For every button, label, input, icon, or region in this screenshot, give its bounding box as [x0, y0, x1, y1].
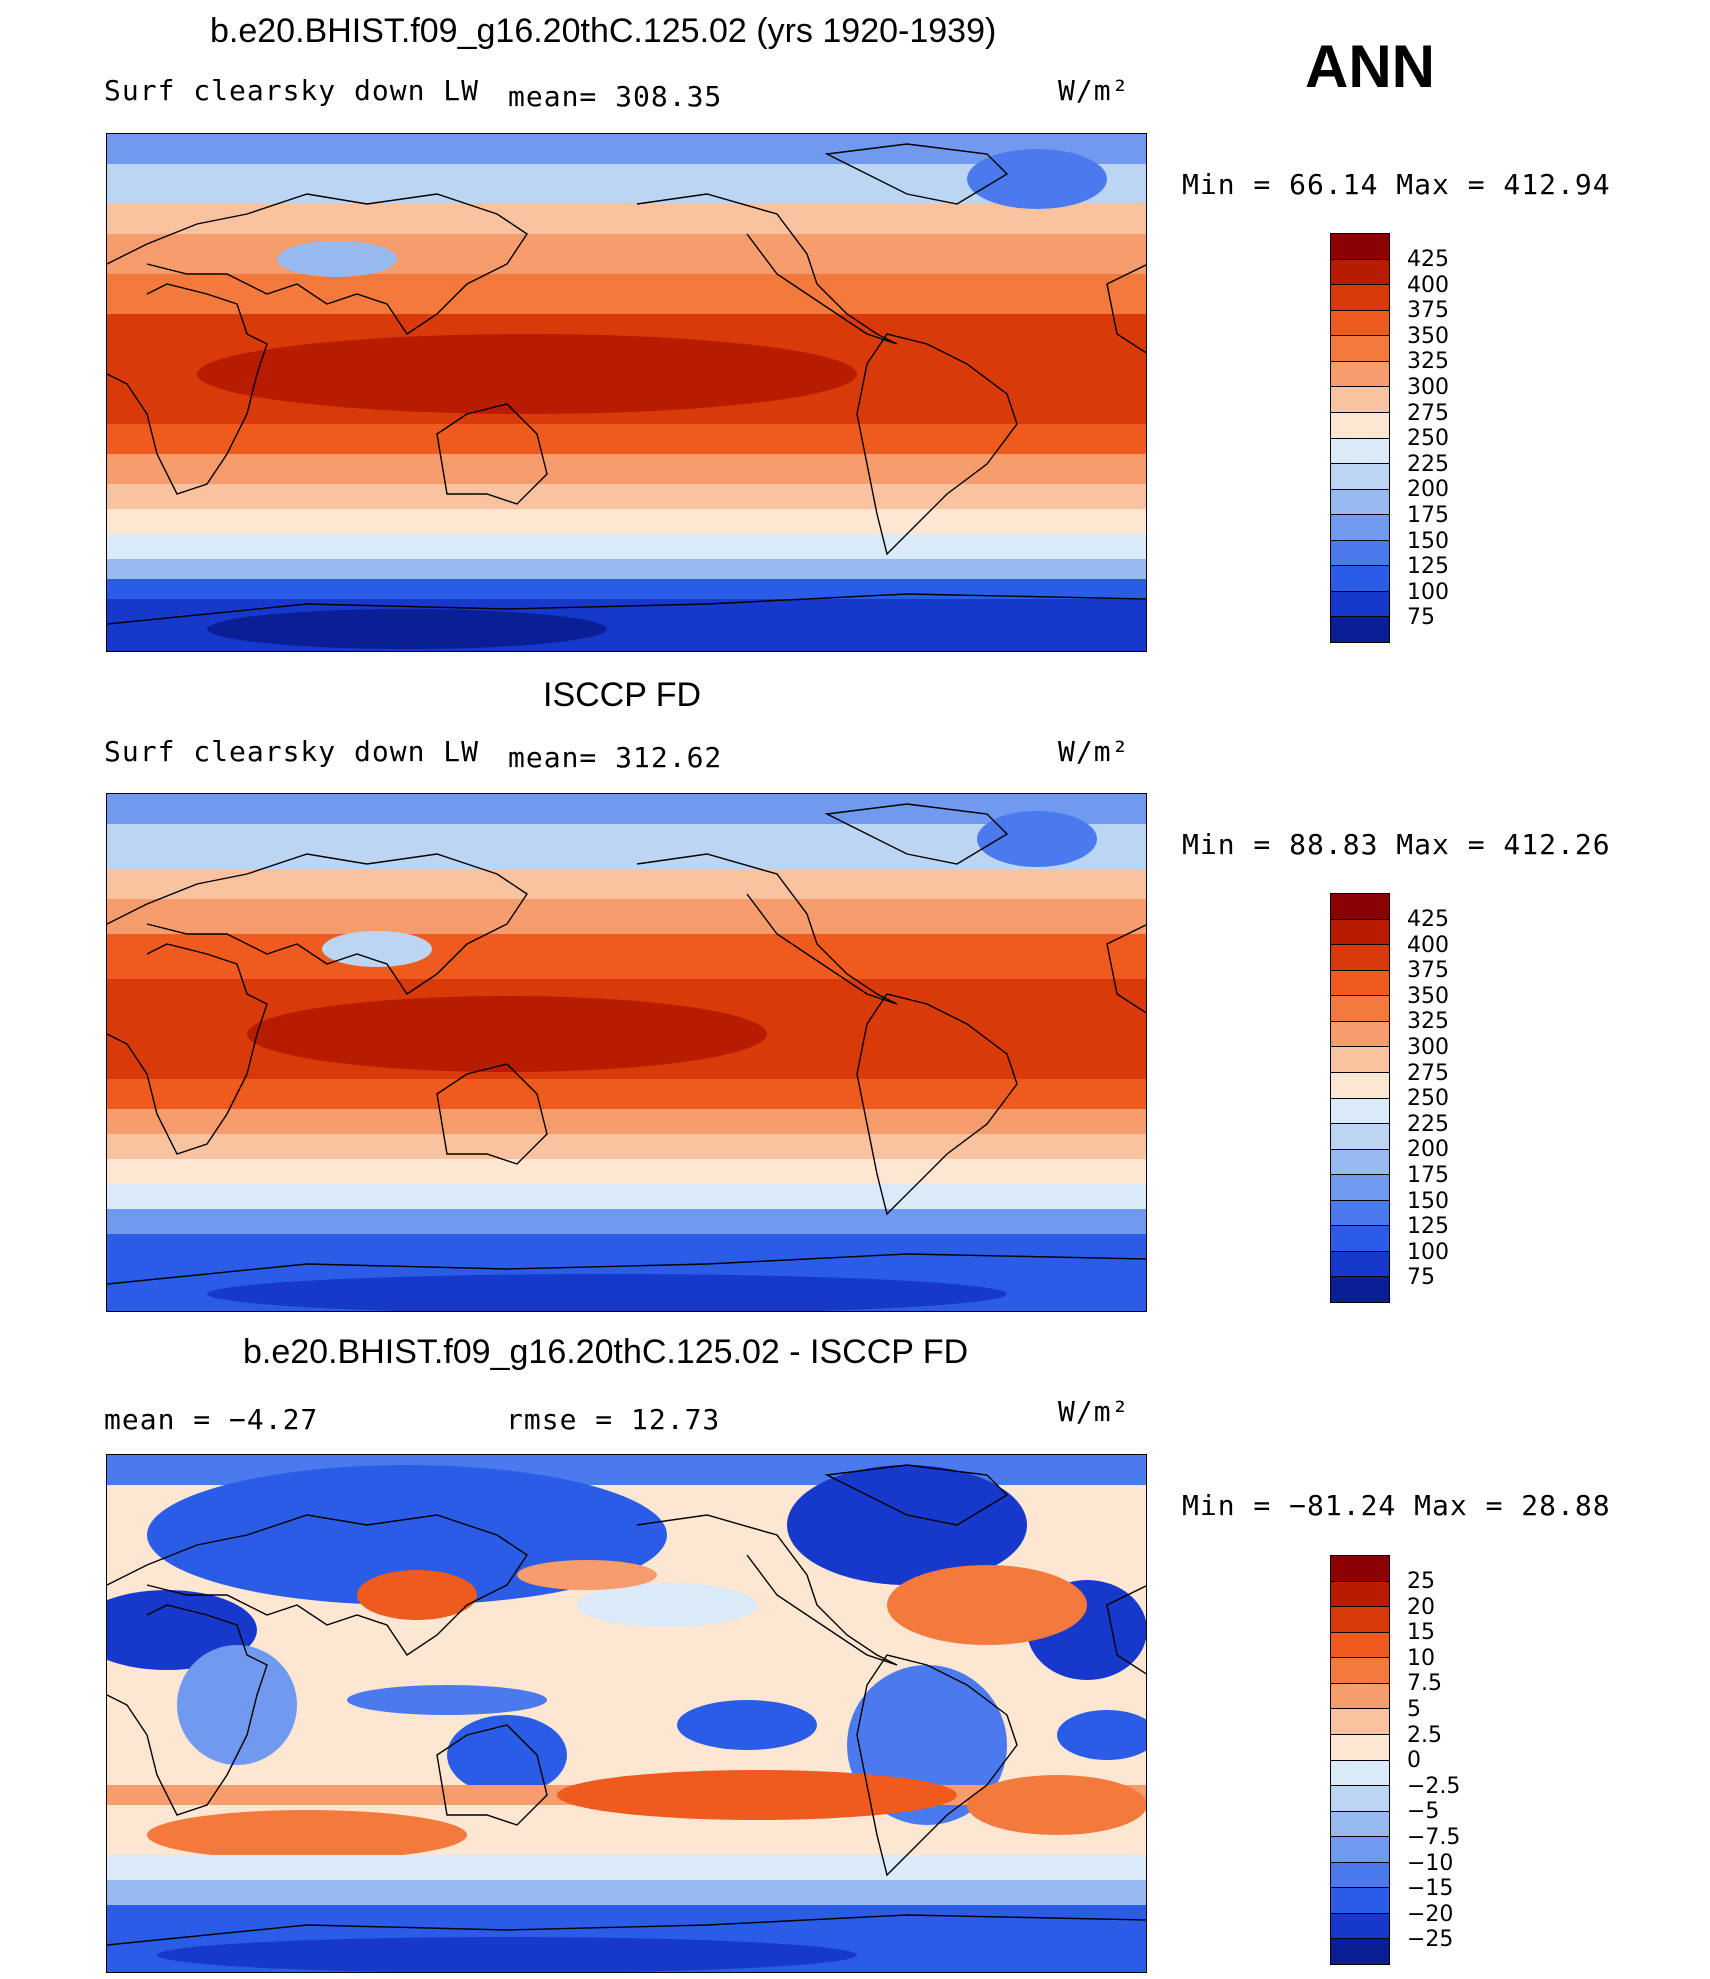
- panel2-level-1: 400: [1407, 933, 1449, 958]
- panel1-level-5: 300: [1407, 375, 1449, 400]
- panel3-level-8: −2.5: [1407, 1774, 1461, 1799]
- panel2-level-8: 225: [1407, 1112, 1449, 1137]
- panel3-level-12: −15: [1407, 1876, 1454, 1901]
- panel2-minmax: Min = 88.83 Max = 412.26: [1182, 828, 1611, 861]
- panel1-map: [106, 133, 1147, 652]
- panel3-field: [107, 1455, 1146, 1972]
- panel2-level-10: 175: [1407, 1163, 1449, 1188]
- panel2-level-13: 100: [1407, 1240, 1449, 1265]
- panel2-level-14: 75: [1407, 1265, 1435, 1290]
- panel2-level-6: 275: [1407, 1061, 1449, 1086]
- panel1-units: W/m²: [1058, 74, 1130, 107]
- panel1-level-8: 225: [1407, 452, 1449, 477]
- panel3-level-14: −25: [1407, 1927, 1454, 1952]
- panel1-level-0: 425: [1407, 247, 1449, 272]
- panel3-mean: mean = −4.27: [104, 1403, 319, 1436]
- panel1-field: [107, 134, 1146, 651]
- panel3-level-3: 10: [1407, 1646, 1435, 1671]
- season-label: ANN: [1305, 33, 1435, 100]
- panel3-level-4: 7.5: [1407, 1671, 1442, 1696]
- panel3-level-2: 15: [1407, 1620, 1435, 1645]
- panel1-level-1: 400: [1407, 273, 1449, 298]
- panel1-level-4: 325: [1407, 349, 1449, 374]
- panel3-units: W/m²: [1058, 1395, 1130, 1428]
- panel3-level-9: −5: [1407, 1799, 1440, 1824]
- panel2-level-7: 250: [1407, 1086, 1449, 1111]
- panel2-title: ISCCP FD: [543, 676, 702, 714]
- panel3-minmax: Min = −81.24 Max = 28.88: [1182, 1489, 1611, 1522]
- panel1-level-13: 100: [1407, 580, 1449, 605]
- panel2-level-4: 325: [1407, 1009, 1449, 1034]
- panel2-level-2: 375: [1407, 958, 1449, 983]
- panel1-variable: Surf clearsky down LW: [104, 74, 480, 107]
- panel1-level-3: 350: [1407, 324, 1449, 349]
- panel2-map: [106, 793, 1147, 1312]
- panel1-mean: mean= 308.35: [508, 80, 723, 113]
- panel2-mean: mean= 312.62: [508, 741, 723, 774]
- panel1-colorbar: [1330, 233, 1390, 643]
- panel3-level-0: 25: [1407, 1569, 1435, 1594]
- panel1-title: b.e20.BHIST.f09_g16.20thC.125.02 (yrs 19…: [210, 12, 997, 50]
- panel1-level-7: 250: [1407, 426, 1449, 451]
- panel2-level-11: 150: [1407, 1189, 1449, 1214]
- panel3-level-13: −20: [1407, 1902, 1454, 1927]
- panel2-field: [107, 794, 1146, 1311]
- panel2-level-5: 300: [1407, 1035, 1449, 1060]
- panel3-level-1: 20: [1407, 1595, 1435, 1620]
- panel3-colorbar: [1330, 1555, 1390, 1965]
- panel2-level-0: 425: [1407, 907, 1449, 932]
- panel3-level-7: 0: [1407, 1748, 1421, 1773]
- panel1-level-6: 275: [1407, 401, 1449, 426]
- panel2-level-12: 125: [1407, 1214, 1449, 1239]
- panel2-units: W/m²: [1058, 735, 1130, 768]
- panel3-level-10: −7.5: [1407, 1825, 1461, 1850]
- panel1-minmax: Min = 66.14 Max = 412.94: [1182, 168, 1611, 201]
- panel3-level-11: −10: [1407, 1851, 1454, 1876]
- panel2-level-3: 350: [1407, 984, 1449, 1009]
- panel1-level-2: 375: [1407, 298, 1449, 323]
- panel3-map: [106, 1454, 1147, 1973]
- panel3-level-5: 5: [1407, 1697, 1421, 1722]
- panel2-variable: Surf clearsky down LW: [104, 735, 480, 768]
- panel1-level-11: 150: [1407, 529, 1449, 554]
- panel1-level-14: 75: [1407, 605, 1435, 630]
- panel2-level-9: 200: [1407, 1137, 1449, 1162]
- panel1-level-12: 125: [1407, 554, 1449, 579]
- panel1-level-10: 175: [1407, 503, 1449, 528]
- panel2-colorbar: [1330, 893, 1390, 1303]
- panel3-level-6: 2.5: [1407, 1723, 1442, 1748]
- panel3-title: b.e20.BHIST.f09_g16.20thC.125.02 - ISCCP…: [243, 1333, 969, 1371]
- panel3-rmse: rmse = 12.73: [506, 1403, 721, 1436]
- panel1-level-9: 200: [1407, 477, 1449, 502]
